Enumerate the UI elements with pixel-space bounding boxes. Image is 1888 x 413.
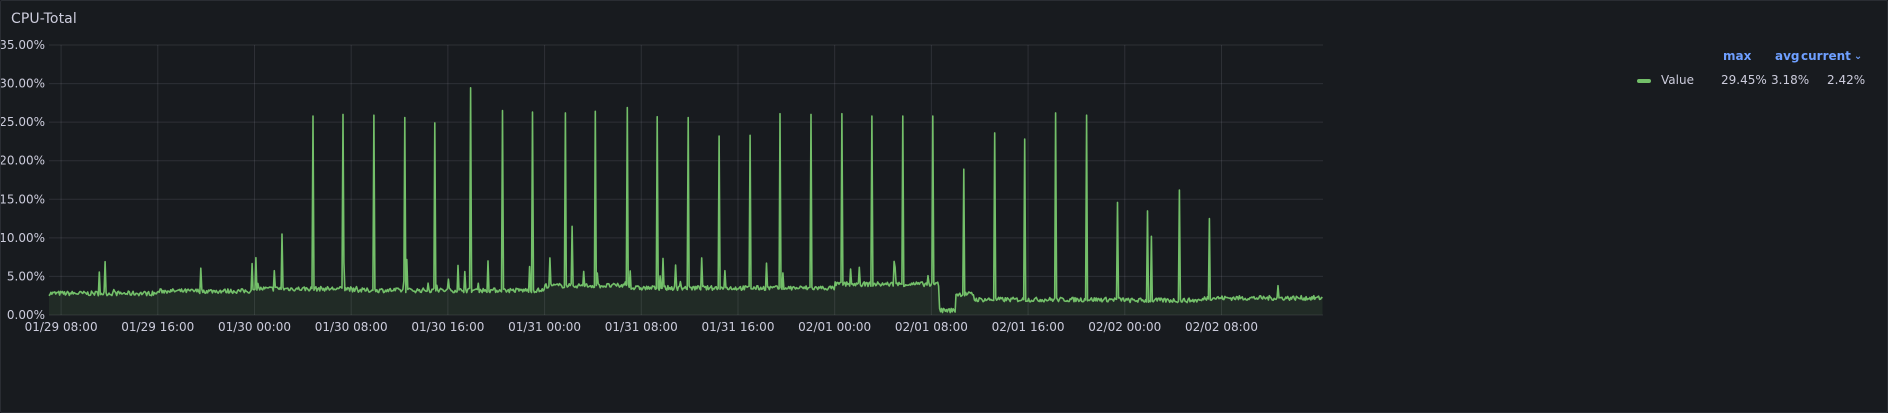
x-tick-label: 02/01 08:00: [895, 320, 968, 334]
x-tick-label: 02/01 16:00: [992, 320, 1065, 334]
series-area-fill: [49, 87, 1323, 315]
legend: max avg current ⌄ Value 29.45% 3.18% 2.42…: [1631, 49, 1871, 93]
x-tick-label: 01/30 16:00: [411, 320, 484, 334]
y-axis-labels: 0.00% 5.00% 10.00% 15.00% 20.00% 25.00% 30.00%…: [1, 38, 45, 322]
y-tick-label: 10.00%: [1, 231, 45, 245]
y-tick-label: 15.00%: [1, 192, 45, 206]
legend-col-avg[interactable]: avg: [1775, 49, 1800, 63]
x-tick-label: 01/29 16:00: [121, 320, 194, 334]
chevron-down-icon: ⌄: [1853, 51, 1863, 62]
legend-series-current: 2.42%: [1827, 73, 1866, 87]
y-tick-label: 30.00%: [1, 77, 45, 91]
legend-col-current-label: current: [1801, 49, 1851, 63]
x-tick-label: 01/31 08:00: [605, 320, 678, 334]
chart-grid: [49, 44, 1323, 316]
legend-header: max avg current ⌄: [1631, 49, 1871, 67]
y-tick-label: 25.00%: [1, 115, 45, 129]
series-line-value[interactable]: [48, 87, 1323, 314]
x-tick-label: 01/30 00:00: [218, 320, 291, 334]
legend-col-max[interactable]: max: [1723, 49, 1752, 63]
legend-series-name: Value: [1661, 73, 1694, 87]
x-tick-label: 01/31 16:00: [701, 320, 774, 334]
x-tick-label: 01/30 08:00: [315, 320, 388, 334]
x-tick-label: 02/02 00:00: [1088, 320, 1161, 334]
y-tick-label: 20.00%: [1, 154, 45, 168]
x-axis-labels: 01/29 08:00 01/29 16:00 01/30 00:00 01/30 0…: [25, 320, 1258, 334]
y-tick-label: 5.00%: [7, 269, 45, 283]
legend-series-avg: 3.18%: [1771, 73, 1810, 87]
legend-col-current[interactable]: current ⌄: [1801, 49, 1862, 63]
x-tick-label: 01/29 08:00: [25, 320, 98, 334]
x-tick-label: 02/01 00:00: [798, 320, 871, 334]
legend-item-value[interactable]: Value 29.45% 3.18% 2.42%: [1631, 73, 1871, 93]
y-tick-label: 0.00%: [7, 308, 45, 322]
panel-title[interactable]: CPU-Total: [11, 11, 77, 27]
legend-swatch: [1637, 79, 1651, 83]
x-tick-label: 02/02 08:00: [1185, 320, 1258, 334]
y-tick-label: 35.00%: [1, 38, 45, 52]
legend-series-max: 29.45%: [1721, 73, 1767, 87]
x-tick-label: 01/31 00:00: [508, 320, 581, 334]
line-chart: 0.00% 5.00% 10.00% 15.00% 20.00% 25.00% 30.00%…: [1, 38, 1323, 334]
